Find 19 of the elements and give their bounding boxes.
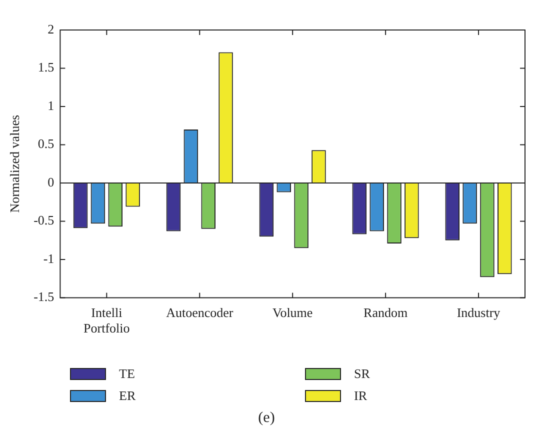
- x-tick-label: Random: [364, 305, 408, 320]
- y-tick-label: -0.5: [34, 212, 54, 228]
- x-tick-label: Industry: [456, 305, 501, 320]
- y-axis-title: Normalized values: [7, 114, 22, 213]
- y-tick-label: -1: [43, 250, 54, 266]
- text: (e): [257, 410, 276, 427]
- legend-label: SR: [354, 366, 370, 382]
- x-tick-label: Volume: [272, 305, 313, 320]
- y-tick-label: 0: [48, 174, 54, 190]
- y-tick-label: 2: [48, 21, 54, 36]
- legend-label: TE: [119, 366, 135, 382]
- x-tick-label: Intelli Portfolio: [84, 305, 130, 336]
- legend-label: IR: [354, 388, 367, 404]
- legend-label: ER: [119, 388, 136, 404]
- y-tick-label: 1.5: [38, 60, 54, 75]
- x-tick-label: Autoencoder: [166, 305, 234, 320]
- y-tick-label: 1: [48, 98, 54, 113]
- y-tick-label: -1.5: [34, 289, 54, 304]
- y-tick-label: 0.5: [38, 136, 54, 152]
